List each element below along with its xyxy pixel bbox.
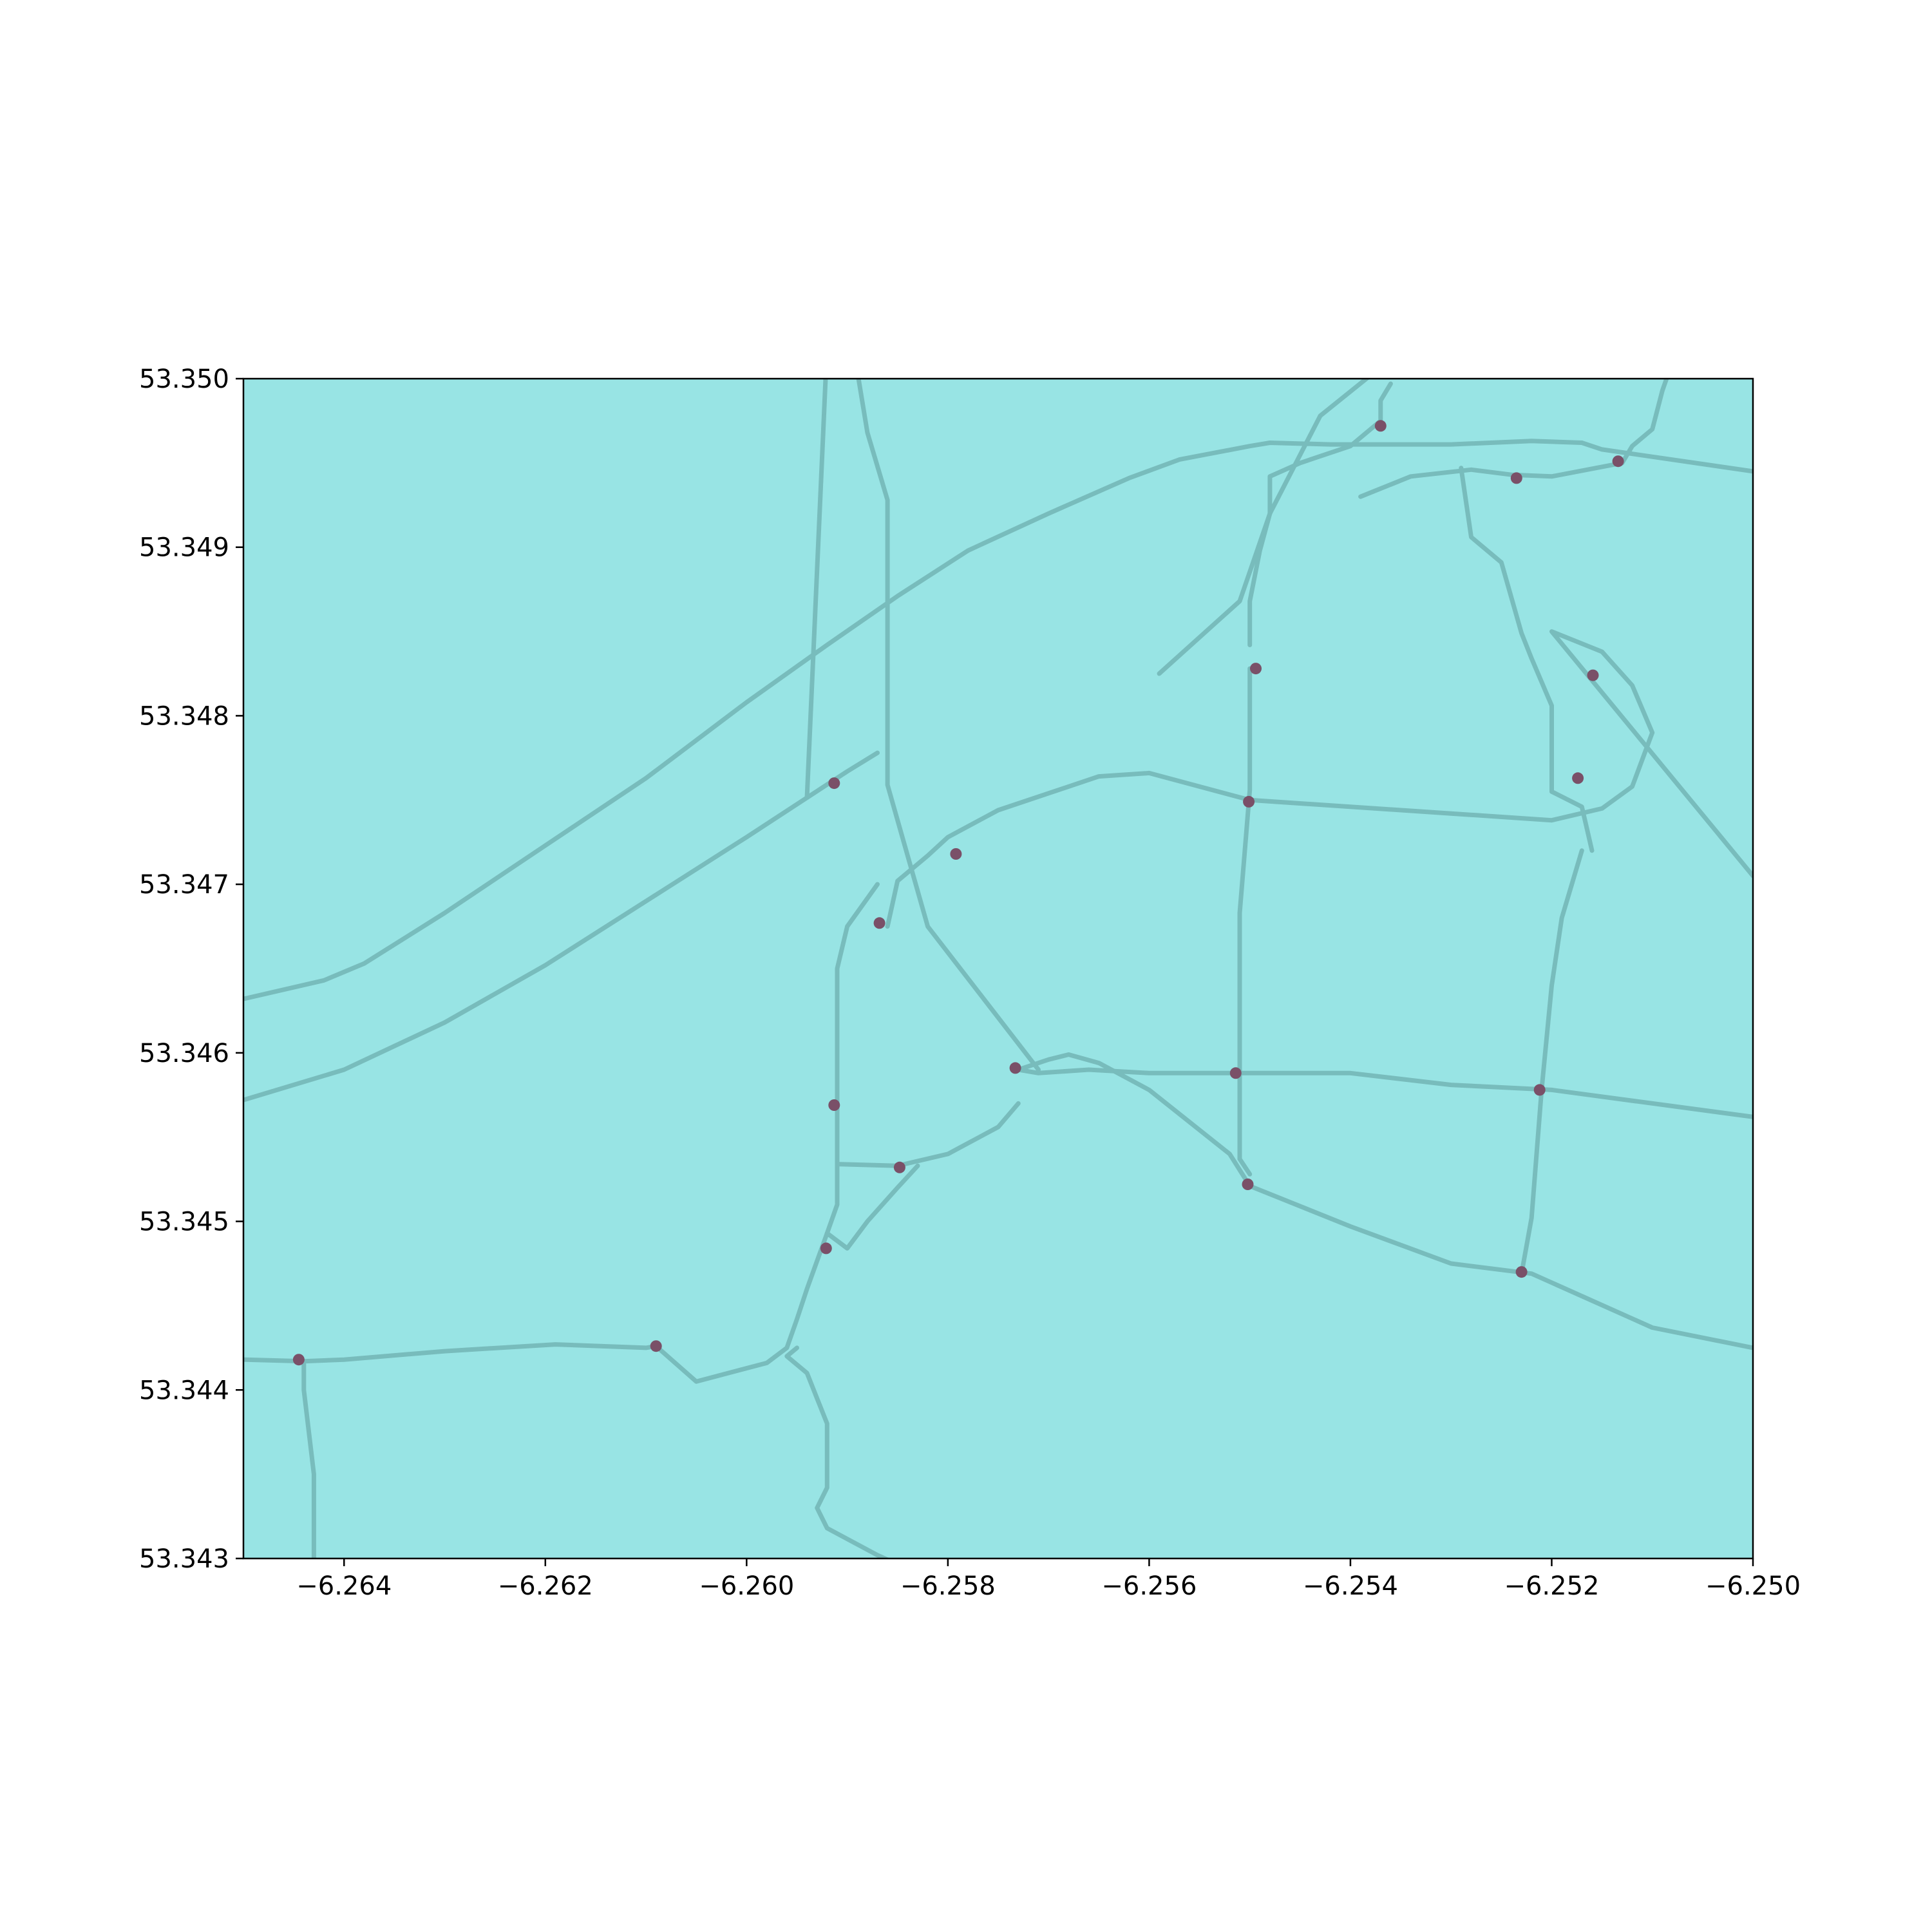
intersection-node: [893, 1161, 905, 1173]
y-tick-label: 53.349: [139, 533, 229, 563]
intersection-node: [650, 1340, 662, 1352]
intersection-node: [1229, 1067, 1242, 1079]
road-segment: [824, 1163, 920, 1251]
y-tick-label: 53.347: [139, 870, 229, 900]
intersection-node: [1587, 669, 1599, 681]
plot-frame: [242, 377, 1754, 1560]
intersection-node: [820, 1242, 832, 1255]
intersection-node: [1572, 772, 1584, 784]
y-tick-label: 53.343: [139, 1544, 229, 1574]
road-segment: [1237, 666, 1253, 1177]
x-tick-label: −6.252: [1504, 1571, 1599, 1601]
intersection-node: [1510, 472, 1522, 484]
y-tick-label: 53.350: [139, 365, 229, 394]
road-network: [243, 379, 1753, 1558]
intersection-node: [1374, 420, 1387, 432]
intersection-node: [292, 1354, 305, 1366]
x-tick-label: −6.258: [900, 1571, 996, 1601]
road-segment: [1157, 379, 1370, 676]
x-tick-label: −6.256: [1101, 1571, 1197, 1601]
x-tick-label: −6.250: [1705, 1571, 1801, 1601]
intersection-node: [950, 848, 962, 860]
road-segment: [1016, 1052, 1753, 1350]
intersection-node: [1612, 455, 1624, 468]
y-tick-label: 53.346: [139, 1039, 229, 1068]
road-segment: [784, 1345, 891, 1558]
y-axis: 53.343 53.344 53.345 53.346 53.347 53.348 53.3…: [139, 365, 243, 1574]
road-segment: [856, 379, 1041, 1072]
road-segment: [835, 882, 880, 1173]
intersection-node: [828, 777, 840, 790]
x-tick-label: −6.260: [699, 1571, 794, 1601]
intersection-nodes: [292, 420, 1624, 1366]
road-segment: [1247, 381, 1393, 647]
intersection-node: [1515, 1266, 1528, 1278]
x-tick-label: −6.262: [498, 1571, 593, 1601]
road-segment: [835, 1101, 1021, 1168]
intersection-node: [1243, 795, 1255, 808]
intersection-node: [1242, 1179, 1254, 1190]
y-tick-label: 53.344: [139, 1376, 229, 1405]
x-tick-label: −6.254: [1303, 1571, 1398, 1601]
x-tick-label: −6.264: [296, 1571, 392, 1601]
road-segment: [301, 1359, 316, 1558]
y-tick-label: 53.348: [139, 701, 229, 731]
x-axis: −6.264 −6.262 −6.260 −6.258 −6.256 −6.254 −6.2…: [296, 1558, 1801, 1601]
road-segment: [1519, 848, 1584, 1276]
intersection-node: [1250, 663, 1262, 675]
road-segment: [1016, 1067, 1753, 1119]
plot-area-background: [243, 379, 1753, 1558]
road-segment: [243, 439, 1753, 1001]
intersection-node: [1533, 1084, 1546, 1096]
road-segment: [1459, 466, 1595, 853]
intersection-node: [828, 1099, 840, 1111]
intersection-node: [873, 917, 886, 929]
intersection-node: [1009, 1062, 1021, 1074]
road-segment: [804, 379, 828, 799]
road-segment: [885, 629, 1753, 929]
y-tick-label: 53.345: [139, 1208, 229, 1237]
